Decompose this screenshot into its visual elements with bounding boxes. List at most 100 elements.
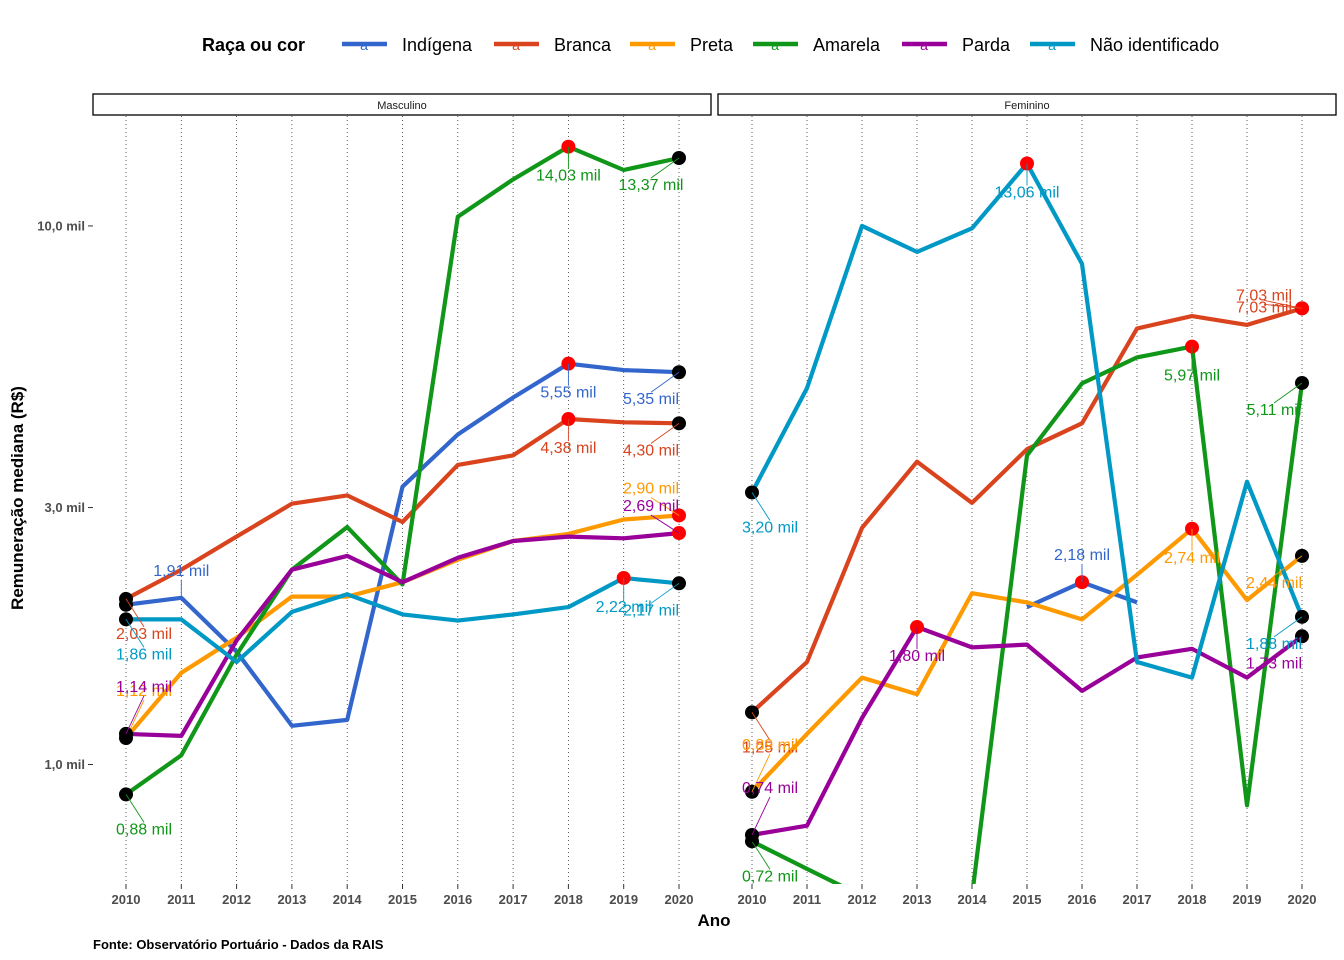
x-tick-label: 2011 bbox=[793, 892, 821, 907]
x-tick-label: 2010 bbox=[738, 892, 767, 907]
x-tick-label: 2017 bbox=[499, 892, 528, 907]
data-label-preta: 2,44 mil bbox=[1246, 575, 1302, 592]
caption: Fonte: Observatório Portuário - Dados da… bbox=[93, 937, 384, 952]
data-label-parda: 1,73 mil bbox=[1246, 655, 1302, 672]
data-label-ind-gena: 2,18 mil bbox=[1054, 547, 1110, 564]
x-tick-label: 2014 bbox=[958, 892, 988, 907]
series-line-ind-gena bbox=[125, 361, 680, 728]
y-tick-label: 10,0 mil bbox=[37, 218, 85, 233]
legend-label: Não identificado bbox=[1090, 35, 1219, 55]
panel-strip-label: Masculino bbox=[377, 100, 427, 112]
legend-key-glyph: a bbox=[920, 37, 928, 53]
x-tick-label: 2014 bbox=[333, 892, 363, 907]
data-label-leader bbox=[1273, 382, 1303, 404]
data-label-preta: 0,89 mil bbox=[742, 737, 798, 754]
data-label-leader bbox=[1273, 616, 1303, 638]
legend-key-glyph: a bbox=[360, 37, 368, 53]
data-label-amarela: 0,72 mil bbox=[742, 868, 798, 885]
data-label-leader bbox=[125, 598, 145, 628]
data-label-leader bbox=[751, 753, 771, 792]
panel-strip-feminino bbox=[717, 93, 1337, 116]
data-label-leader bbox=[751, 712, 771, 741]
data-label-parda: 0,74 mil bbox=[742, 780, 798, 797]
series-line-preta bbox=[750, 526, 1304, 794]
data-label-leader bbox=[650, 497, 680, 516]
x-tick-label: 2020 bbox=[665, 892, 694, 907]
data-label-leader bbox=[650, 582, 680, 604]
data-label-leader bbox=[650, 514, 680, 534]
data-label-n-o-identificado: 1,88 mil bbox=[1246, 636, 1302, 653]
legend-label: Preta bbox=[690, 35, 734, 55]
data-label-n-o-identificado: 2,17 mil bbox=[623, 602, 679, 619]
data-label-n-o-identificado: 3,20 mil bbox=[742, 519, 798, 536]
data-label-n-o-identificado: 13,06 mil bbox=[995, 184, 1060, 201]
legend-key-glyph: a bbox=[648, 37, 656, 53]
x-tick-label: 2013 bbox=[903, 892, 932, 907]
data-label-leader bbox=[125, 695, 145, 735]
x-tick-label: 2015 bbox=[1013, 892, 1042, 907]
data-label-amarela: 5,97 mil bbox=[1164, 368, 1220, 385]
series-line-parda bbox=[125, 531, 680, 738]
data-label-branca: 4,30 mil bbox=[623, 442, 679, 459]
data-label-n-o-identificado: 1,86 mil bbox=[116, 646, 172, 663]
legend-key-glyph: a bbox=[771, 37, 779, 53]
legend-title: Raça ou cor bbox=[202, 35, 305, 55]
data-label-leader bbox=[125, 619, 145, 648]
x-tick-label: 2012 bbox=[848, 892, 877, 907]
data-label-amarela: 5,11 mil bbox=[1247, 402, 1302, 419]
x-tick-label: 2016 bbox=[1068, 892, 1097, 907]
panel-strip-label: Feminino bbox=[1004, 100, 1049, 112]
series-lines bbox=[124, 144, 680, 797]
data-label-leader bbox=[125, 794, 145, 823]
legend-item-preta: a Preta bbox=[630, 35, 734, 55]
legend: Raça ou cor a Indígena a Branca a Preta a Amarel… bbox=[202, 35, 1219, 55]
data-label-leader bbox=[1273, 635, 1303, 657]
x-tick-label: 2020 bbox=[1288, 892, 1317, 907]
panels: Masculino 5,35 mil 5,55 mil 1,91 mil 2,03 mi… bbox=[92, 93, 1337, 885]
legend-key-glyph: a bbox=[512, 37, 520, 53]
x-tick-label: 2019 bbox=[1233, 892, 1262, 907]
data-label-preta: 2,74 mil bbox=[1164, 550, 1220, 567]
x-tick-label: 2010 bbox=[112, 892, 141, 907]
data-label-leader bbox=[751, 796, 771, 836]
legend-item-n-o-identificado: a Não identificado bbox=[1030, 35, 1219, 55]
data-label-branca: 1,25 mil bbox=[742, 739, 798, 756]
x-tick-label: 2015 bbox=[388, 892, 417, 907]
data-label-branca: 2,03 mil bbox=[116, 626, 172, 643]
data-label-leader bbox=[1273, 555, 1303, 577]
data-label-parda: 1,14 mil bbox=[116, 679, 172, 696]
panel-strip-masculino bbox=[92, 93, 712, 116]
data-label-leader bbox=[1263, 303, 1303, 309]
series-line-branca bbox=[750, 306, 1303, 714]
x-tick-label: 2018 bbox=[1178, 892, 1207, 907]
series-line-amarela bbox=[751, 344, 1305, 884]
y-tick-label: 3,0 mil bbox=[45, 500, 85, 515]
data-label-amarela: 0,88 mil bbox=[116, 821, 172, 838]
data-label-leader bbox=[650, 157, 680, 179]
series-line-n-o-identificado bbox=[126, 575, 680, 665]
data-label-branca: 4,38 mil bbox=[540, 440, 596, 457]
x-tick-label: 2013 bbox=[277, 892, 306, 907]
data-label-leader bbox=[751, 841, 771, 870]
series-line-parda bbox=[751, 624, 1304, 837]
data-label-ind-gena: 5,35 mil bbox=[623, 391, 679, 408]
series-line-amarela bbox=[124, 144, 680, 797]
x-tick-label: 2017 bbox=[1123, 892, 1152, 907]
data-label-leader bbox=[650, 422, 680, 444]
legend-key-glyph: a bbox=[1048, 37, 1056, 53]
data-label-branca: 7,03 mil bbox=[1236, 299, 1292, 316]
x-tick-label: 2012 bbox=[222, 892, 251, 907]
legend-label: Branca bbox=[554, 35, 612, 55]
legend-item-ind-gena: a Indígena bbox=[342, 35, 473, 55]
data-label-leader bbox=[751, 492, 771, 521]
data-label-leader bbox=[1263, 299, 1303, 309]
data-label-amarela: 14,03 mil bbox=[536, 168, 601, 185]
x-tick-label: 2011 bbox=[167, 892, 195, 907]
legend-item-parda: a Parda bbox=[902, 35, 1011, 55]
data-label-n-o-identificado: 2,22 mil bbox=[596, 599, 652, 616]
legend-item-branca: a Branca bbox=[494, 35, 612, 55]
data-label-preta: 2,90 mil bbox=[623, 480, 679, 497]
data-label-leader bbox=[650, 371, 680, 393]
